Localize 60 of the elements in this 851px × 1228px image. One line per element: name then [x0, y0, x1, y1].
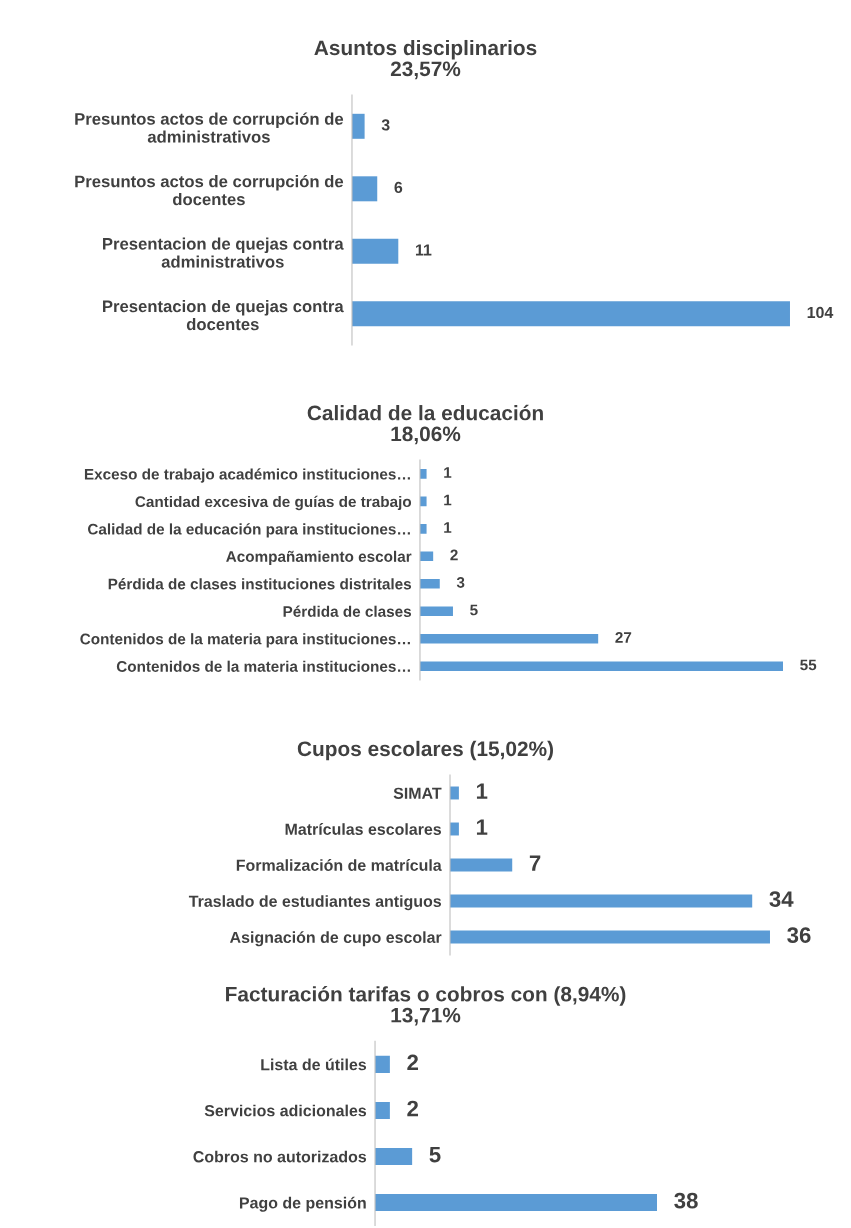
- bar: [419, 524, 427, 534]
- chart-title: Asuntos disciplinarios 23,57%: [314, 39, 537, 80]
- bar: [351, 176, 378, 202]
- chart-title: Calidad de la educación 18,06%: [307, 404, 543, 445]
- y-tick-label: Presuntos actos de corrupción de administrativos: [75, 112, 344, 143]
- y-tick-label: Presentacion de quejas contra docentes: [103, 300, 344, 331]
- bar: [419, 469, 427, 479]
- data-label: 11: [415, 244, 432, 256]
- y-tick-label: Formalización de matrícula: [236, 859, 442, 871]
- y-tick-label: Cantidad excesiva de guías de trabajo: [135, 495, 412, 511]
- bar: [450, 894, 753, 908]
- data-label: 2: [407, 1100, 419, 1117]
- bar: [450, 930, 770, 944]
- bar: [419, 661, 783, 672]
- data-label: 3: [381, 119, 390, 131]
- y-tick-label: Lista de útiles: [261, 1058, 367, 1071]
- y-tick-label: Presuntos actos de corrupción de docentes: [75, 174, 344, 206]
- data-label: 27: [615, 632, 632, 643]
- bar: [419, 606, 453, 617]
- y-tick-label: Pérdida de clases: [283, 605, 412, 617]
- data-label: 1: [444, 467, 452, 478]
- y-tick-label: Acompañamiento escolar: [226, 550, 412, 566]
- data-label: 1: [444, 494, 452, 506]
- y-tick-label: Matrículas escolares: [285, 823, 442, 835]
- data-label: 1: [476, 783, 488, 799]
- y-tick-label: SIMAT: [393, 787, 442, 799]
- bar: [419, 578, 440, 589]
- chart-title: Cupos escolares (15,02%): [297, 740, 553, 761]
- data-label: 34: [769, 891, 794, 907]
- y-tick-label: Cobros no autorizados: [193, 1150, 367, 1163]
- bar: [419, 633, 599, 644]
- bar: [351, 301, 790, 327]
- bar: [351, 238, 399, 264]
- data-label: 5: [470, 604, 478, 616]
- y-tick-label: Servicios adicionales: [204, 1104, 367, 1117]
- chart-title: Facturación tarifas o cobros con (8,94%) 13,71%: [226, 986, 626, 1026]
- bar: [450, 858, 513, 872]
- data-label: 36: [787, 927, 811, 944]
- y-tick-label: Pérdida de clases instituciones distritales: [108, 578, 412, 590]
- data-label: 38: [674, 1192, 698, 1209]
- data-label: 2: [407, 1054, 419, 1071]
- y-tick-label: Pago de pensión: [239, 1196, 366, 1212]
- y-tick-label: Contenidos de la materia instituciones…: [116, 660, 410, 672]
- data-label: 104: [807, 306, 834, 319]
- data-label: 55: [800, 659, 817, 671]
- data-label: 3: [456, 577, 465, 588]
- y-tick-label: Asignación de cupo escolar: [229, 931, 442, 947]
- y-tick-label: Calidad de la educación para instituciones…: [87, 523, 410, 538]
- data-label: 1: [476, 819, 488, 835]
- y-tick-label: Presentacion de quejas contra administrativos: [103, 237, 344, 268]
- bar: [419, 551, 434, 562]
- y-tick-label: Contenidos de la materia para instituciones…: [80, 633, 410, 648]
- data-label: 5: [429, 1146, 441, 1163]
- data-label: 2: [450, 549, 458, 561]
- bar: [351, 113, 365, 139]
- y-tick-label: Traslado de estudiantes antiguos: [188, 895, 442, 911]
- y-tick-label: Exceso de trabajo académico instituciones…: [84, 468, 410, 483]
- data-label: 6: [394, 181, 403, 194]
- data-label: 1: [444, 522, 452, 533]
- data-label: 7: [529, 855, 541, 871]
